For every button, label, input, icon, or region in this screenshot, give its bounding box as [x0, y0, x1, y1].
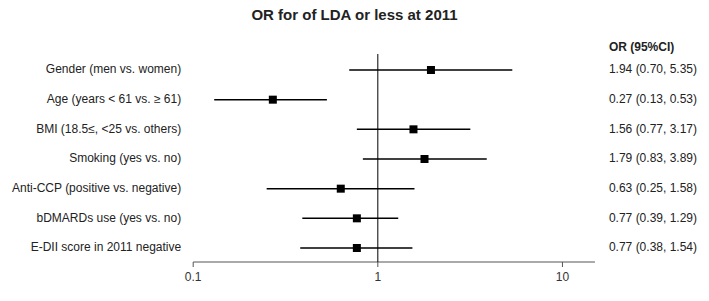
tick-label: 1: [374, 270, 381, 284]
forest-plot: OR for of LDA or less at 2011 Gender (men…: [0, 0, 709, 301]
plot-area: [214, 54, 512, 262]
tick: [562, 262, 563, 267]
tick-label: 0.1: [185, 270, 202, 284]
data-label: 0.27 (0.13, 0.53): [609, 92, 697, 106]
tick-label: 10: [556, 270, 570, 284]
row-label: Gender (men vs. women): [46, 62, 181, 76]
data-label: 1.94 (0.70, 5.35): [609, 62, 697, 76]
tick: [377, 262, 378, 267]
point-estimate: [353, 214, 361, 222]
point-estimate: [427, 66, 435, 74]
row-label: E-DII score in 2011 negative: [31, 240, 182, 254]
point-estimate: [353, 244, 361, 252]
ci-line: [302, 218, 398, 220]
row-label: Anti-CCP (positive vs. negative): [12, 181, 181, 195]
x-axis: 0.1 1 10: [185, 262, 595, 284]
row-label: BMI (18.5≤, <25 vs. others): [36, 122, 181, 136]
row-label: Age (years < 61 vs. ≥ 61): [47, 92, 181, 106]
data-label: 0.77 (0.39, 1.29): [609, 211, 697, 225]
point-estimate: [420, 155, 428, 163]
reference-line: [377, 54, 378, 262]
data-label: 0.77 (0.38, 1.54): [609, 240, 697, 254]
title: OR for of LDA or less at 2011: [251, 6, 457, 23]
data-label: 1.56 (0.77, 3.17): [609, 122, 697, 136]
point-estimate: [337, 185, 345, 193]
data-label: 1.79 (0.83, 3.89): [609, 151, 697, 165]
axis-line: [193, 262, 595, 263]
row-label: Smoking (yes vs. no): [69, 151, 181, 165]
tick: [193, 262, 194, 267]
point-estimate: [269, 96, 277, 104]
header: OR (95%CI): [609, 40, 674, 54]
row-label: bDMARDs use (yes vs. no): [36, 211, 181, 225]
point-estimate: [409, 125, 417, 133]
data-label: 0.63 (0.25, 1.58): [609, 181, 697, 195]
